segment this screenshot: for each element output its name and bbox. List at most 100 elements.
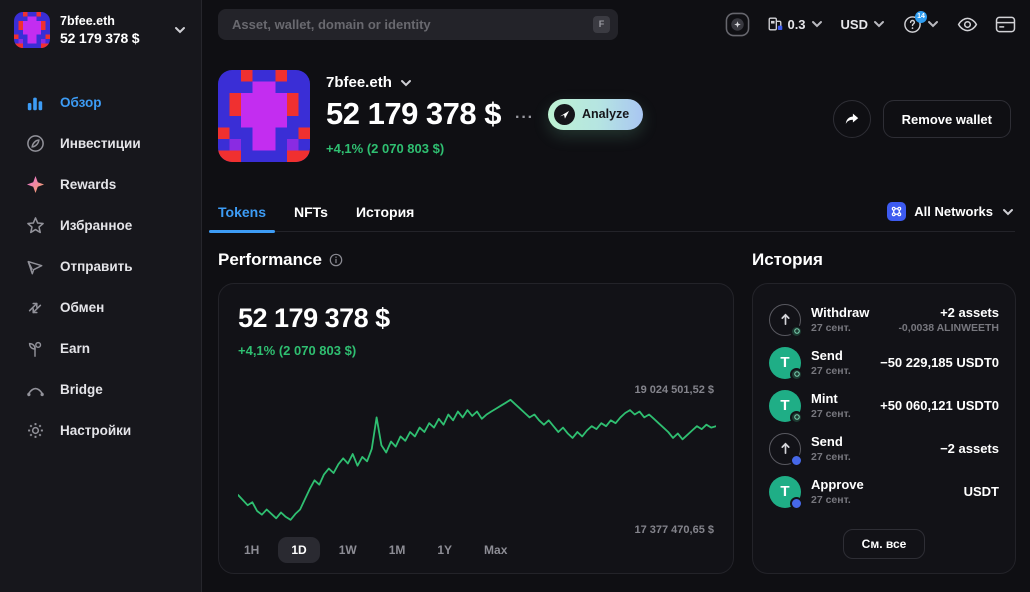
sidebar-wallet-name: 7bfee.eth <box>60 14 115 28</box>
history-row-send-assets[interactable]: Send 27 сент. −2 assets <box>769 427 999 470</box>
wallet-name-dropdown[interactable]: 7bfee.eth <box>326 74 643 91</box>
currency-value: USD <box>840 16 868 32</box>
help-menu[interactable]: 14 <box>903 10 940 34</box>
network-filter-label: All Networks <box>914 204 993 219</box>
sidebar-item-swap[interactable]: Обмен <box>0 287 201 328</box>
chevron-down-icon <box>874 21 884 28</box>
sidebar-item-label: Rewards <box>60 177 117 192</box>
chevron-down-icon <box>811 21 822 28</box>
performance-balance: 52 179 378 $ <box>238 303 390 333</box>
swap-arrows-icon <box>25 298 45 318</box>
history-value: +50 060,121 USDT0 <box>880 398 999 413</box>
topbar: F 0.3 USD 14 <box>203 0 1030 48</box>
performance-card: 52 179 378 $ +4,1% (2 070 803 $) 19 024 … <box>218 283 734 574</box>
tab-history[interactable]: История <box>355 204 415 220</box>
sidebar-wallet-balance: 52 179 378 $ <box>60 30 140 46</box>
chevron-down-icon <box>400 79 411 86</box>
sidebar-item-send[interactable]: Отправить <box>0 246 201 287</box>
sidebar-item-bridge[interactable]: Bridge <box>0 369 201 410</box>
help-notification-badge: 14 <box>915 10 927 23</box>
sidebar-item-earn[interactable]: Earn <box>0 328 201 369</box>
range-max-button[interactable]: Max <box>471 537 520 563</box>
performance-title: Performance <box>218 250 322 269</box>
more-options-button[interactable]: ··· <box>515 109 534 126</box>
gas-pump-icon <box>769 17 783 31</box>
sidebar-item-label: Настройки <box>60 423 132 438</box>
search-input[interactable] <box>218 8 618 40</box>
help-question-icon <box>904 15 921 33</box>
history-value: +2 assets <box>940 305 999 320</box>
sidebar-item-overview[interactable]: Обзор <box>0 82 201 123</box>
info-icon[interactable] <box>329 253 343 267</box>
history-row-withdraw[interactable]: Withdraw 27 сент. +2 assets -0,0038 ALIN… <box>769 298 999 341</box>
gas-price-selector[interactable]: 0.3 <box>767 16 823 32</box>
sidebar-item-label: Earn <box>60 341 91 356</box>
favorites-star-icon <box>25 216 45 236</box>
wallet-balance: 52 179 378 $ <box>326 96 502 131</box>
performance-chart[interactable]: 19 024 501,52 $ 17 377 470,65 $ <box>238 384 716 536</box>
usdt-token-icon: T <box>769 346 803 381</box>
send-plane-icon <box>25 257 45 277</box>
withdraw-arrow-icon <box>769 303 803 338</box>
history-value: −50 229,185 USDT0 <box>880 355 999 370</box>
range-1h-button[interactable]: 1H <box>231 537 272 563</box>
history-title: История <box>752 250 823 269</box>
chevron-down-icon <box>175 27 185 34</box>
history-value: −2 assets <box>940 441 999 456</box>
analyze-button[interactable]: Analyze <box>548 98 644 130</box>
history-value: USDT <box>963 484 999 499</box>
history-subvalue: -0,0038 ALINWEETH <box>898 322 999 334</box>
gas-price-value: 0.3 <box>787 16 806 32</box>
history-row-send-usdt[interactable]: T Send 27 сент. −50 229,185 USDT0 <box>769 341 999 384</box>
earn-sprout-icon <box>25 339 45 359</box>
history-card: Withdraw 27 сент. +2 assets -0,0038 ALIN… <box>752 283 1016 574</box>
history-section: История Withdraw 27 сент. +2 assets -0,0… <box>752 250 1016 574</box>
tab-tokens[interactable]: Tokens <box>209 200 275 233</box>
tab-nfts[interactable]: NFTs <box>293 204 328 220</box>
sidebar-item-label: Bridge <box>60 382 103 397</box>
search-bar: F <box>218 8 618 40</box>
range-1d-button[interactable]: 1D <box>278 537 320 563</box>
balance-change: +4,1% (2 070 803 $) <box>326 141 445 156</box>
history-row-approve[interactable]: T Approve 27 сент. USDT <box>769 470 999 513</box>
range-1m-button[interactable]: 1M <box>376 537 419 563</box>
usdt-token-icon: T <box>769 475 803 510</box>
sidebar-item-label: Избранное <box>60 218 133 233</box>
rewards-sparkle-icon <box>25 175 45 195</box>
sidebar-item-settings[interactable]: Настройки <box>0 410 201 451</box>
chevron-down-icon <box>928 21 938 28</box>
chevron-down-icon <box>1003 208 1013 215</box>
send-arrow-icon <box>769 432 803 467</box>
settings-gear-icon <box>25 421 45 441</box>
range-1w-button[interactable]: 1W <box>326 537 370 563</box>
privacy-eye-icon[interactable] <box>957 17 978 32</box>
share-button[interactable] <box>832 100 871 138</box>
sidebar-item-label: Обмен <box>60 300 105 315</box>
sidebar-item-favorites[interactable]: Избранное <box>0 205 201 246</box>
sidebar-item-label: Инвестиции <box>60 136 141 151</box>
usdt-token-icon: T <box>769 389 803 424</box>
share-arrow-icon <box>845 113 858 124</box>
analyze-logo-icon <box>554 103 575 125</box>
see-all-button[interactable]: См. все <box>842 529 926 559</box>
performance-section: Performance 52 179 378 $ +4,1% (2 070 80… <box>218 250 734 574</box>
rewards-star-squircle-icon[interactable] <box>725 12 750 37</box>
panel-toggle-icon[interactable] <box>995 16 1016 33</box>
sidebar-item-investments[interactable]: Инвестиции <box>0 123 201 164</box>
range-1y-button[interactable]: 1Y <box>424 537 465 563</box>
all-networks-icon <box>887 202 907 221</box>
chart-low-label: 17 377 470,65 $ <box>634 524 714 536</box>
sidebar-item-label: Обзор <box>60 95 102 110</box>
history-row-mint[interactable]: T Mint 27 сент. +50 060,121 USDT0 <box>769 384 999 427</box>
sidebar-item-rewards[interactable]: Rewards <box>0 164 201 205</box>
search-shortcut-key: F <box>593 15 610 33</box>
sidebar-nav: Обзор Инвестиции Rewards Избранное Отпра… <box>0 82 201 451</box>
wallet-avatar-large <box>218 70 310 162</box>
overview-bars-icon <box>25 93 45 113</box>
network-filter[interactable]: All Networks <box>887 202 1015 221</box>
wallet-switcher[interactable]: 7bfee.eth 52 179 378 $ <box>0 0 201 60</box>
remove-wallet-button[interactable]: Remove wallet <box>882 100 1011 138</box>
performance-change: +4,1% (2 070 803 $) <box>238 343 357 358</box>
wallet-avatar <box>14 12 50 48</box>
currency-selector[interactable]: USD <box>841 17 886 32</box>
